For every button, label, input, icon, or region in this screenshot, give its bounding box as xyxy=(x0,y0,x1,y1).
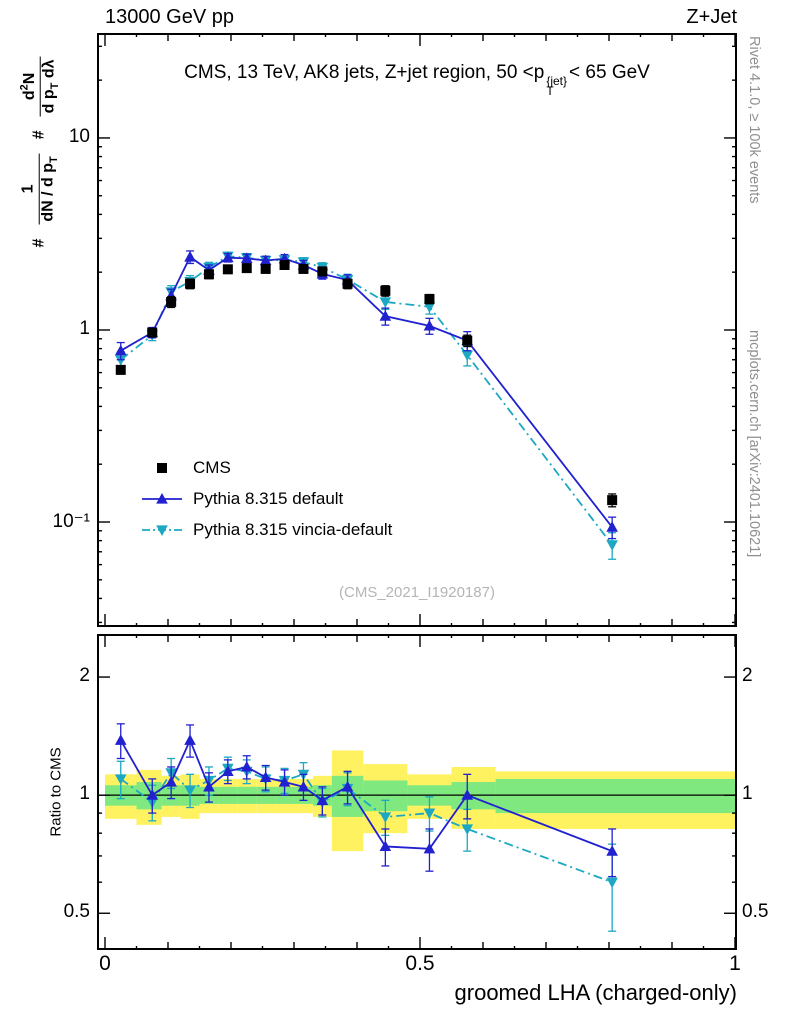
cms-marker-icon xyxy=(157,462,167,473)
fraction-one-over-dndpt: 1 dN / d pT xyxy=(20,153,61,225)
legend-item-pythia-vincia: Pythia 8.315 vincia-default xyxy=(140,514,392,545)
hash-symbol: # xyxy=(30,238,48,248)
xtick-1: 1 xyxy=(729,952,741,975)
process-label: Z+Jet xyxy=(686,6,737,28)
main-ytick-0p1: 10⁻¹ xyxy=(52,511,91,532)
main-ytick-1: 1 xyxy=(79,318,90,339)
ratio-ytick-0p5-left: 0.5 xyxy=(63,901,90,922)
ratio-plot xyxy=(97,634,737,950)
fraction-d2n: d2N d pT dλ xyxy=(19,56,62,117)
pt-subscript: T xyxy=(546,84,554,98)
ratio-ytick-0p5-right: 0.5 xyxy=(742,901,769,922)
analysis-id-watermark: (CMS_2021_I1920187) xyxy=(339,584,495,601)
main-ytick-10: 10 xyxy=(68,126,90,147)
legend-label-cms: CMS xyxy=(193,457,231,477)
main-y-axis-label: # 1 dN / d pT # d2N d pT dλ xyxy=(19,56,62,248)
rivet-version-label: Rivet 4.1.0, ≥ 100k events xyxy=(746,36,762,204)
series-pythia-8-315-default xyxy=(114,723,618,878)
legend-item-pythia-default: Pythia 8.315 default xyxy=(140,483,392,514)
series-cms xyxy=(115,259,618,508)
ratio-ytick-2-left: 2 xyxy=(79,665,90,686)
jet-superscript: {jet} xyxy=(546,74,568,88)
beam-energy-label: 13000 GeV pp xyxy=(105,6,234,28)
ratio-y-axis-title: Ratio to CMS xyxy=(47,747,65,837)
x-axis-title: groomed LHA (charged-only) xyxy=(454,980,737,1005)
plot-title: CMS, 13 TeV, AK8 jets, Z+jet region, 50 … xyxy=(97,62,737,98)
main-plot-frame xyxy=(97,33,737,627)
plot-title-suffix: < 65 GeV xyxy=(569,62,650,83)
ratio-plot-frame xyxy=(97,634,737,950)
xtick-0p5: 0.5 xyxy=(405,952,435,975)
plot-title-prefix: CMS, 13 TeV, AK8 jets, Z+jet region, 50 … xyxy=(184,62,545,83)
pythia-default-marker-icon xyxy=(142,492,182,504)
pt-jet-stack: {jet} T xyxy=(546,74,568,98)
xtick-0: 0 xyxy=(99,952,111,975)
pythia-vincia-marker-icon xyxy=(142,524,182,536)
ratio-ytick-1-left: 1 xyxy=(79,783,90,804)
legend-item-cms: CMS xyxy=(140,452,392,483)
ratio-ytick-2-right: 2 xyxy=(742,665,753,686)
ratio-ytick-1-right: 1 xyxy=(742,783,753,804)
main-plot xyxy=(97,33,737,627)
legend-label-pythia-default: Pythia 8.315 default xyxy=(193,488,344,508)
legend-label-pythia-vincia: Pythia 8.315 vincia-default xyxy=(193,519,393,539)
legend: CMS Pythia 8.315 default Pythia 8.315 vi… xyxy=(140,452,392,545)
mcplots-arxiv-label: mcplots.cern.ch [arXiv:2401.10621] xyxy=(746,330,762,558)
